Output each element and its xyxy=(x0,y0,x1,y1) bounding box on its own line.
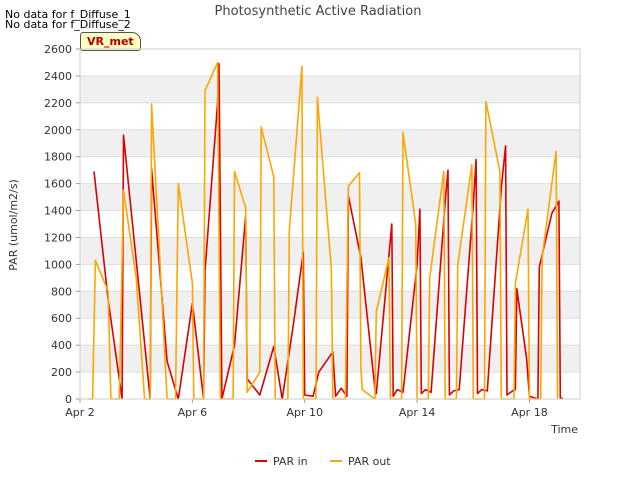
x-tick-label: Apr 2 xyxy=(65,406,95,419)
y-tick-label: 1000 xyxy=(44,258,72,271)
y-tick-label: 2400 xyxy=(44,70,72,83)
y-tick-label: 2000 xyxy=(44,124,72,137)
y-tick-label: 600 xyxy=(51,312,72,325)
x-tick-label: Apr 6 xyxy=(178,406,208,419)
y-axis-ticks: 0 200 400 600 800 1000 1200 1400 1600 1800 2000 220… xyxy=(44,43,80,406)
y-tick-label: 200 xyxy=(51,366,72,379)
x-axis-title: Time xyxy=(550,423,578,436)
y-axis-title: PAR (umol/m2/s) xyxy=(7,179,20,271)
x-tick-label: Apr 18 xyxy=(511,406,548,419)
background-band xyxy=(80,75,580,103)
site-badge: VR_met xyxy=(80,32,141,51)
y-tick-label: 1600 xyxy=(44,178,72,191)
y-tick-label: 800 xyxy=(51,285,72,298)
x-tick-label: Apr 10 xyxy=(286,406,323,419)
legend: PAR in PAR out xyxy=(255,455,391,468)
legend-label-par-in: PAR in xyxy=(273,455,308,468)
background-band xyxy=(80,291,580,319)
background-bands xyxy=(80,75,580,373)
y-tick-label: 1800 xyxy=(44,151,72,164)
no-data-note-2: No data for f_Diffuse_2 xyxy=(5,18,131,31)
y-tick-label: 2600 xyxy=(44,43,72,56)
plot-frame xyxy=(79,48,581,400)
x-axis-ticks: Apr 2 Apr 6 Apr 10 Apr 14 Apr 18 xyxy=(65,399,548,419)
y-tick-label: 1200 xyxy=(44,231,72,244)
background-band xyxy=(80,345,580,373)
y-tick-label: 2200 xyxy=(44,97,72,110)
series-line-par-in xyxy=(93,62,564,400)
no-data-note-1: No data for f_Diffuse_1 xyxy=(5,8,131,21)
y-tick-label: 1400 xyxy=(44,205,72,218)
chart-title: Photosynthetic Active Radiation xyxy=(215,4,422,19)
background-band xyxy=(80,183,580,211)
y-tick-label: 0 xyxy=(65,393,72,406)
legend-label-par-out: PAR out xyxy=(348,455,391,468)
x-tick-label: Apr 14 xyxy=(399,406,436,419)
y-tick-label: 400 xyxy=(51,339,72,352)
